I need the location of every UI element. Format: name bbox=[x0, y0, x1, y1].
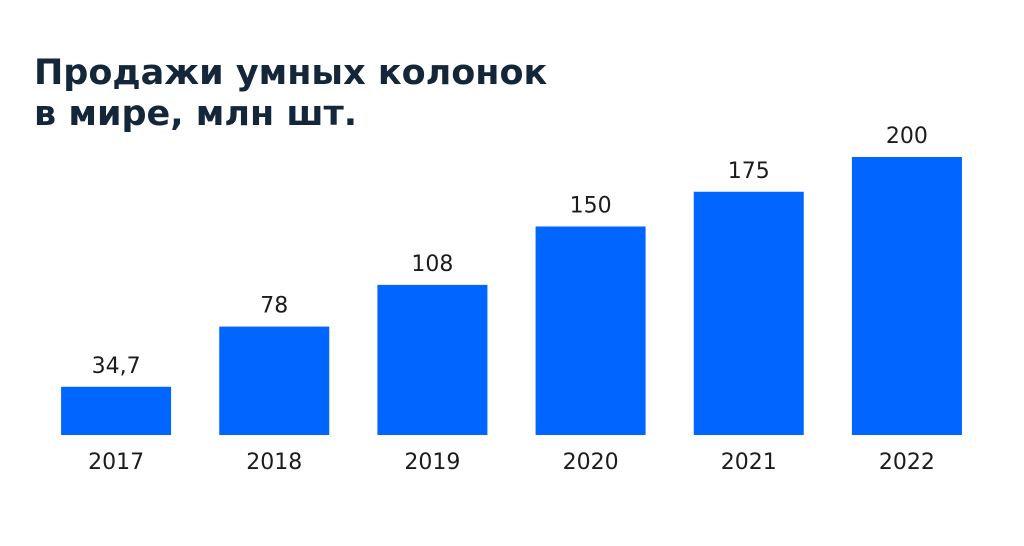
bar bbox=[693, 191, 804, 435]
x-tick-label: 2021 bbox=[721, 450, 777, 475]
chart-title: в мире, млн шт. bbox=[34, 94, 357, 134]
value-label: 175 bbox=[728, 159, 770, 184]
bar bbox=[377, 284, 488, 435]
value-label: 200 bbox=[886, 124, 928, 149]
chart-title: Продажи умных колонок bbox=[34, 53, 548, 93]
bar bbox=[851, 157, 962, 435]
bar bbox=[61, 386, 172, 435]
x-tick-label: 2018 bbox=[246, 450, 302, 475]
value-label: 34,7 bbox=[92, 354, 141, 379]
x-tick-label: 2020 bbox=[563, 450, 619, 475]
x-tick-label: 2022 bbox=[879, 450, 935, 475]
value-label: 78 bbox=[260, 294, 288, 319]
bar bbox=[219, 326, 330, 435]
x-tick-label: 2019 bbox=[404, 450, 460, 475]
bar bbox=[535, 226, 646, 435]
value-label: 108 bbox=[411, 252, 453, 277]
value-label: 150 bbox=[570, 194, 612, 219]
x-tick-label: 2017 bbox=[88, 450, 144, 475]
